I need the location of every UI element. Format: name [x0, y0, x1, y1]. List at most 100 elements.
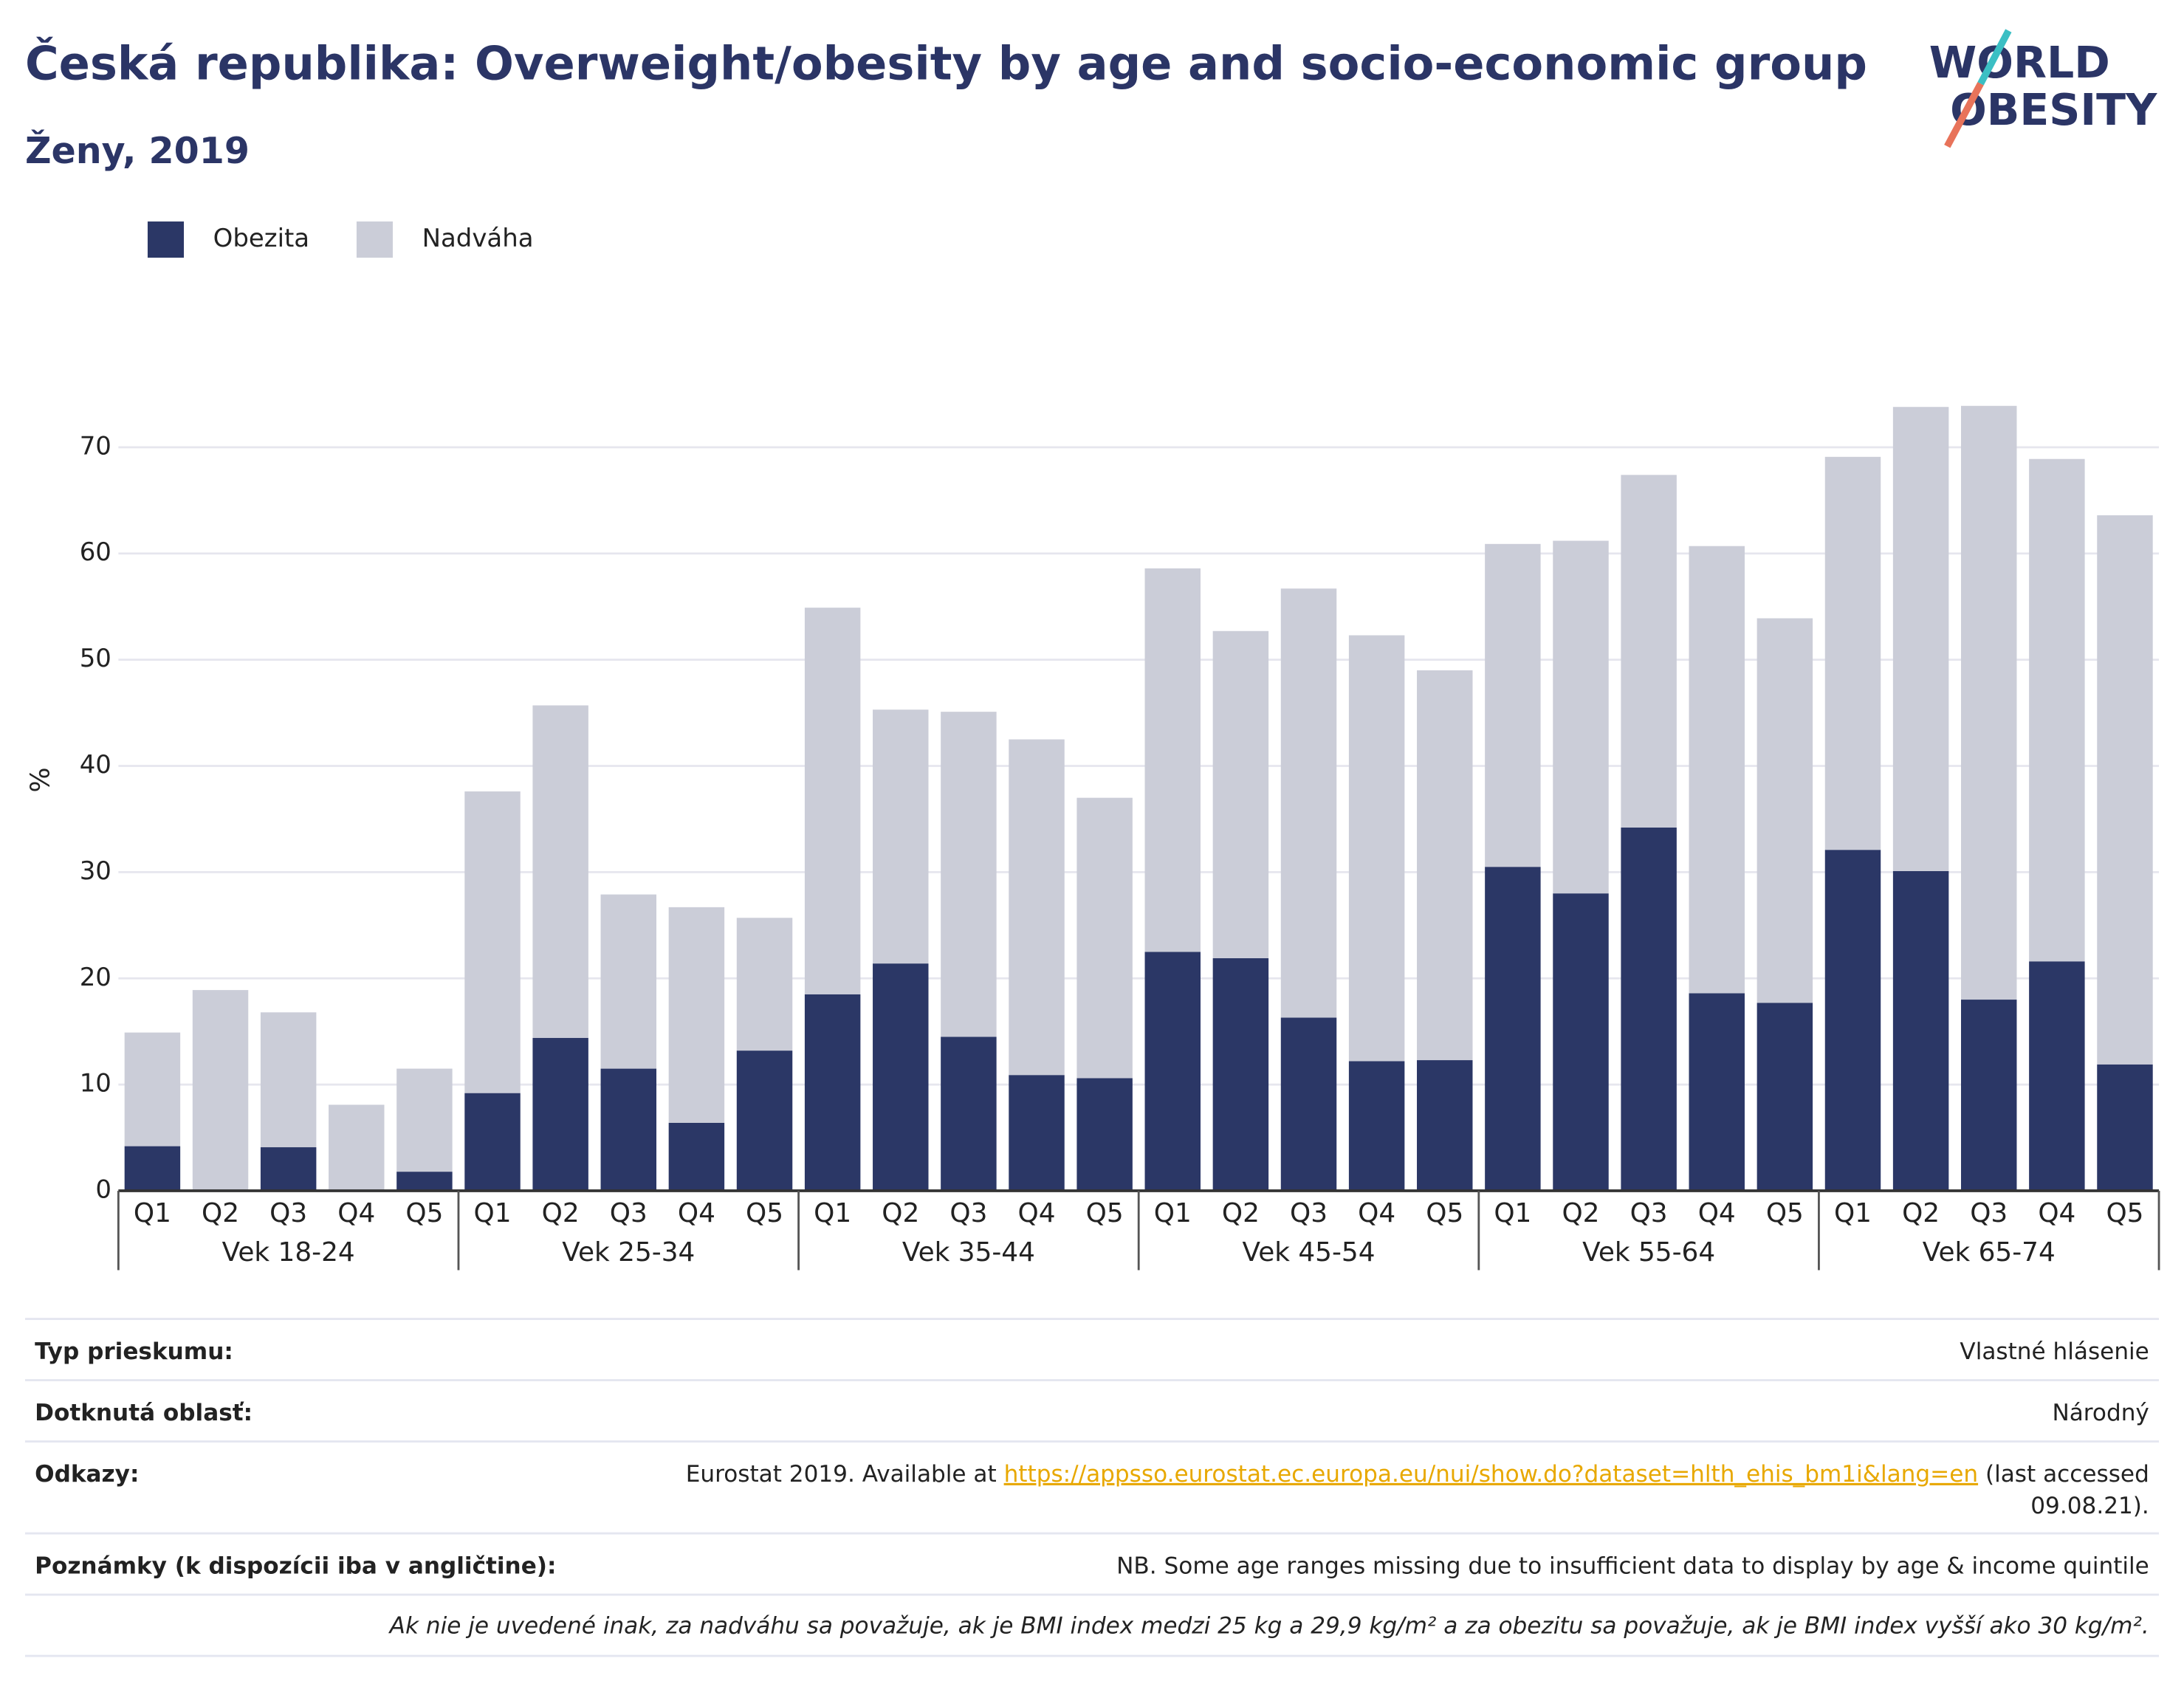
- bar: [1417, 1060, 1473, 1192]
- bar: [1144, 568, 1201, 952]
- bar: [1485, 867, 1541, 1192]
- bar: [1689, 993, 1745, 1192]
- x-tick-label: Q3: [1290, 1198, 1328, 1228]
- bar: [396, 1172, 453, 1192]
- bar: [464, 1093, 521, 1192]
- x-tick-label: Q5: [1766, 1198, 1804, 1228]
- x-tick-label: Q2: [202, 1198, 239, 1228]
- x-tick-label: Q4: [337, 1198, 375, 1228]
- footer-value: Národný: [2052, 1400, 2149, 1426]
- group-label: Vek 45-54: [1242, 1237, 1375, 1268]
- bar: [260, 1147, 317, 1192]
- bar: [532, 705, 588, 1038]
- legend-label: Obezita: [213, 224, 309, 253]
- legend-swatch: [147, 221, 185, 258]
- footer-value: NB. Some age ranges missing due to insuf…: [1116, 1553, 2149, 1579]
- footer-label: Typ prieskumu:: [35, 1338, 233, 1365]
- x-tick-label: Q1: [1494, 1198, 1531, 1228]
- x-tick-label: Q3: [1630, 1198, 1668, 1228]
- footer-value: Vlastné hlásenie: [1960, 1338, 2149, 1365]
- bar: [396, 1068, 453, 1172]
- bar: [124, 1032, 181, 1146]
- bar: [1961, 1000, 2017, 1192]
- bar: [941, 1036, 997, 1192]
- y-tick-label: 50: [80, 644, 111, 673]
- x-tick-label: Q3: [610, 1198, 648, 1228]
- bar: [941, 712, 997, 1037]
- bar: [873, 963, 929, 1192]
- bar: [1348, 635, 1405, 1062]
- y-tick-label: 70: [80, 431, 111, 461]
- footer-label: Poznámky (k dispozícii iba v angličtine)…: [35, 1553, 556, 1579]
- bar: [668, 1122, 725, 1192]
- legend-swatch: [356, 221, 393, 258]
- bar: [1485, 543, 1541, 867]
- bar: [1553, 893, 1609, 1192]
- group-label: Vek 55-64: [1582, 1237, 1715, 1268]
- x-tick-label: Q3: [950, 1198, 987, 1228]
- x-tick-label: Q4: [1698, 1198, 1736, 1228]
- bar: [1621, 827, 1677, 1192]
- y-axis-label: %: [26, 767, 56, 792]
- bar: [1824, 850, 1881, 1192]
- bar: [1009, 739, 1065, 1076]
- logo-slash: [1944, 82, 1984, 148]
- chart-subtitle: Ženy, 2019: [25, 128, 250, 172]
- x-tick-label: Q5: [746, 1198, 783, 1228]
- bar: [1757, 618, 1813, 1003]
- y-tick-label: 20: [80, 963, 111, 992]
- bar: [464, 791, 521, 1093]
- x-tick-label: Q2: [1902, 1198, 1940, 1228]
- footer-label: Odkazy:: [35, 1461, 139, 1488]
- x-tick-label: Q1: [814, 1198, 851, 1228]
- bar: [260, 1012, 317, 1148]
- bar: [1076, 797, 1133, 1079]
- x-tick-label: Q1: [1834, 1198, 1872, 1228]
- bar: [1280, 588, 1337, 1018]
- x-tick-label: Q4: [678, 1198, 715, 1228]
- bar: [873, 709, 929, 964]
- x-tick-label: Q4: [1358, 1198, 1395, 1228]
- x-tick-label: Q5: [405, 1198, 443, 1228]
- bar: [1824, 456, 1881, 850]
- bar: [124, 1146, 181, 1192]
- bar: [804, 994, 861, 1192]
- x-tick-label: Q3: [1970, 1198, 2008, 1228]
- x-tick-label: Q1: [134, 1198, 171, 1228]
- bar: [1892, 407, 1949, 871]
- x-tick-label: Q4: [1018, 1198, 1056, 1228]
- legend-label: Nadváha: [422, 224, 534, 253]
- bar: [1621, 475, 1677, 828]
- bar: [1280, 1017, 1337, 1192]
- x-tick-label: Q1: [1154, 1198, 1192, 1228]
- footer-value: Eurostat 2019. Available at https://apps…: [686, 1461, 2149, 1488]
- bar: [736, 1051, 793, 1192]
- logo-slash: [1977, 29, 2012, 86]
- group-label: Vek 18-24: [222, 1237, 355, 1268]
- group-label: Vek 35-44: [902, 1237, 1035, 1268]
- footer-value: 09.08.21).: [2030, 1493, 2149, 1519]
- bar: [1212, 630, 1269, 958]
- y-tick-label: 30: [80, 856, 111, 886]
- x-tick-label: Q4: [2038, 1198, 2075, 1228]
- bar: [532, 1037, 588, 1192]
- chart-title: Česká republika: Overweight/obesity by a…: [25, 37, 1867, 91]
- bar: [2097, 515, 2153, 1065]
- x-tick-label: Q2: [1562, 1198, 1599, 1228]
- bar: [600, 1068, 657, 1192]
- x-tick-label: Q5: [2106, 1198, 2143, 1228]
- y-tick-label: 10: [80, 1069, 111, 1099]
- bar: [1689, 546, 1745, 994]
- y-tick-label: 40: [80, 750, 111, 780]
- bar: [1417, 670, 1473, 1061]
- logo-text: OBESITY: [1950, 85, 2157, 135]
- bar: [1757, 1003, 1813, 1192]
- x-tick-label: Q5: [1426, 1198, 1463, 1228]
- x-tick-label: Q2: [542, 1198, 580, 1228]
- bar: [1348, 1061, 1405, 1192]
- logo-text: WORLD: [1929, 38, 2110, 88]
- group-label: Vek 65-74: [1923, 1237, 2056, 1268]
- bar: [329, 1104, 385, 1192]
- bar: [192, 990, 249, 1192]
